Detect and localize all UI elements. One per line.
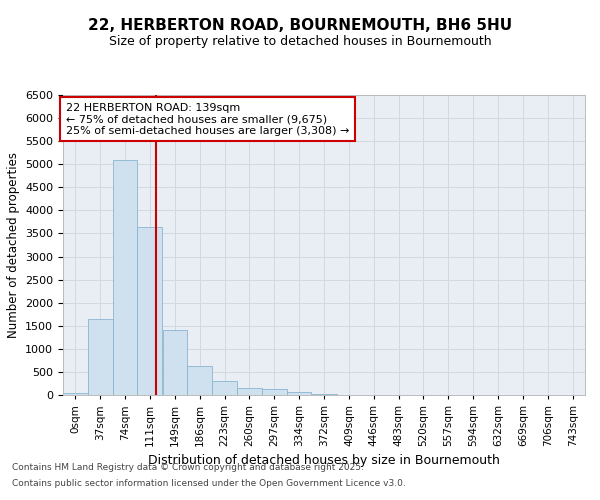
Bar: [237, 388, 262, 395]
Bar: [262, 390, 287, 395]
Bar: [137, 226, 162, 395]
Text: 22 HERBERTON ROAD: 139sqm
← 75% of detached houses are smaller (9,675)
25% of se: 22 HERBERTON ROAD: 139sqm ← 75% of detac…: [65, 102, 349, 136]
Bar: [88, 319, 113, 395]
Bar: [113, 160, 137, 395]
Bar: [163, 330, 187, 395]
Text: Size of property relative to detached houses in Bournemouth: Size of property relative to detached ho…: [109, 34, 491, 48]
Text: 22, HERBERTON ROAD, BOURNEMOUTH, BH6 5HU: 22, HERBERTON ROAD, BOURNEMOUTH, BH6 5HU: [88, 18, 512, 32]
Bar: [212, 381, 237, 395]
Bar: [63, 392, 88, 395]
Bar: [187, 366, 212, 395]
Bar: [287, 392, 311, 395]
Bar: [312, 394, 337, 395]
Text: Contains HM Land Registry data © Crown copyright and database right 2025.: Contains HM Land Registry data © Crown c…: [12, 464, 364, 472]
Y-axis label: Number of detached properties: Number of detached properties: [7, 152, 20, 338]
Text: Contains public sector information licensed under the Open Government Licence v3: Contains public sector information licen…: [12, 478, 406, 488]
X-axis label: Distribution of detached houses by size in Bournemouth: Distribution of detached houses by size …: [148, 454, 500, 468]
